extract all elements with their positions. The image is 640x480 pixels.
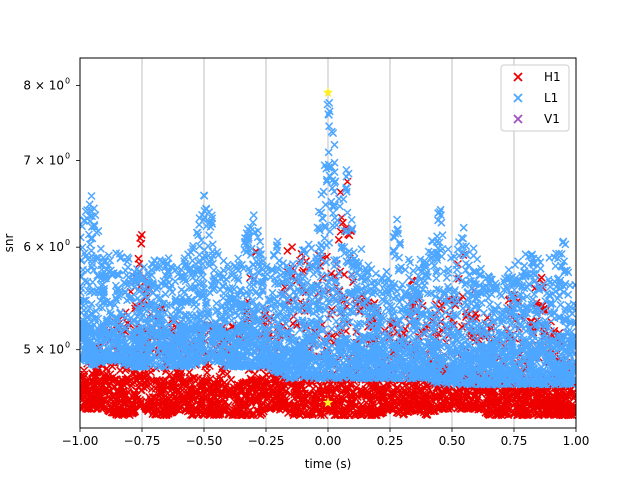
scatter-points <box>80 98 576 420</box>
series-L1 <box>80 98 576 389</box>
y-tick-label: 6 × 10 <box>23 240 64 254</box>
y-axis-label: snr <box>2 234 16 253</box>
y-tick-label: 8 × 10 <box>23 78 64 92</box>
x-tick-label: 1.00 <box>563 434 590 448</box>
y-tick-exponent: 0 <box>65 238 70 247</box>
x-tick-label: 0.50 <box>439 434 466 448</box>
y-tick-exponent: 0 <box>65 341 70 350</box>
highlight-markers <box>322 87 334 408</box>
series-L1-markers <box>80 98 576 389</box>
y-tick-exponent: 0 <box>65 152 70 161</box>
x-tick-label: 0.00 <box>315 434 342 448</box>
y-tick-exponent: 0 <box>65 76 70 85</box>
y-tick-label: 7 × 10 <box>23 154 64 168</box>
legend-label-V1: V1 <box>544 112 560 126</box>
legend-marker-L1 <box>513 93 523 103</box>
y-axis-ticks: 5 × 10 06 × 10 07 × 10 08 × 10 0 <box>23 76 80 357</box>
highlight-star <box>322 87 334 97</box>
legend-box <box>500 64 570 132</box>
legend-label-H1: H1 <box>544 70 561 84</box>
legend-marker-H1 <box>513 72 523 82</box>
y-tick-label: 5 × 10 <box>23 343 64 357</box>
legend-marker-V1 <box>513 114 523 124</box>
x-tick-label: 0.25 <box>377 434 404 448</box>
x-axis-ticks: −1.00 −0.75 −0.50 −0.25 0.00 0.25 0.50 0.75 1.00 <box>62 428 590 448</box>
x-tick-label: −0.25 <box>248 434 285 448</box>
x-tick-label: −0.75 <box>124 434 161 448</box>
highlight-star <box>322 397 334 408</box>
x-tick-label: −0.50 <box>186 434 223 448</box>
x-axis-label: time (s) <box>305 457 352 471</box>
x-tick-label: −1.00 <box>62 434 99 448</box>
x-tick-label: 0.75 <box>501 434 528 448</box>
legend-label-L1: L1 <box>544 91 558 105</box>
legend: H1 L1 V1 <box>500 64 570 132</box>
